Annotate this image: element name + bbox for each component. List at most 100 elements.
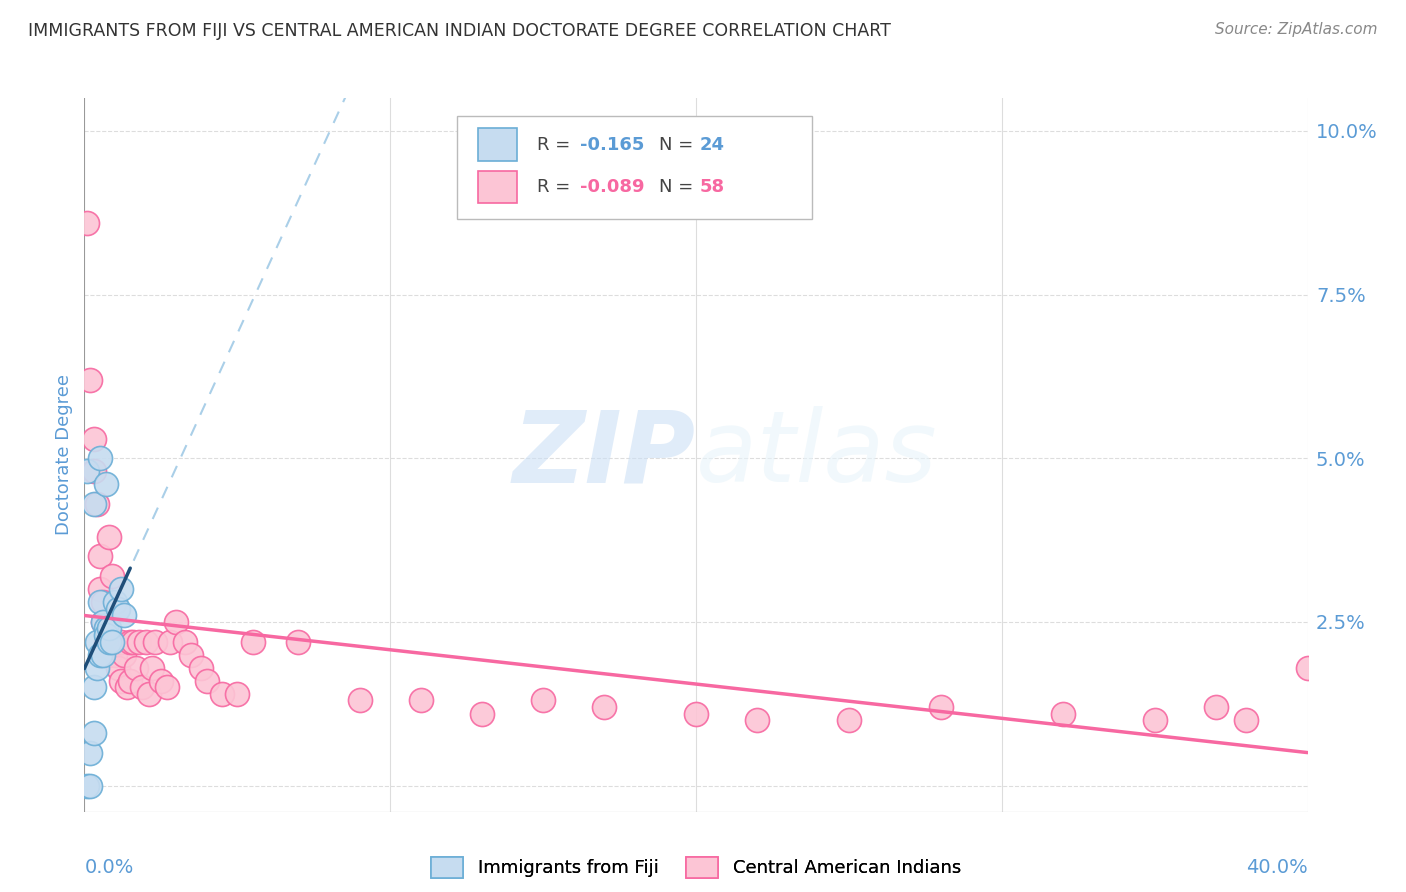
Point xyxy=(138,687,160,701)
Point xyxy=(91,595,114,609)
Point xyxy=(86,661,108,675)
Point xyxy=(89,648,111,662)
Text: R =: R = xyxy=(537,136,576,153)
Text: N =: N = xyxy=(659,136,699,153)
Point xyxy=(76,215,98,229)
Point xyxy=(593,700,616,714)
Point xyxy=(838,713,860,727)
Point xyxy=(125,661,148,675)
Point xyxy=(83,464,105,478)
Text: -0.089: -0.089 xyxy=(579,178,644,196)
Point xyxy=(471,706,494,721)
Point xyxy=(1052,706,1074,721)
Point xyxy=(128,634,150,648)
Point xyxy=(94,634,117,648)
Point xyxy=(135,634,157,648)
Point xyxy=(226,687,249,701)
Point xyxy=(190,661,212,675)
Point xyxy=(94,628,117,642)
Point xyxy=(101,634,124,648)
Point xyxy=(211,687,233,701)
Point xyxy=(1205,700,1227,714)
Point xyxy=(89,582,111,596)
Point xyxy=(1236,713,1258,727)
Point xyxy=(929,700,952,714)
Text: 24: 24 xyxy=(700,136,724,153)
Point xyxy=(97,530,120,544)
Point xyxy=(242,634,264,648)
Point xyxy=(409,693,432,707)
Point xyxy=(101,634,124,648)
Text: N =: N = xyxy=(659,178,699,196)
Point xyxy=(91,615,114,629)
Point xyxy=(89,549,111,564)
Point xyxy=(83,681,105,695)
Point xyxy=(143,634,166,648)
Point xyxy=(89,595,111,609)
Point xyxy=(91,648,114,662)
Point xyxy=(110,634,132,648)
Point xyxy=(79,779,101,793)
Point xyxy=(76,464,98,478)
Point xyxy=(83,497,105,511)
Point xyxy=(112,648,135,662)
Point xyxy=(89,451,111,466)
Point xyxy=(685,706,707,721)
Point xyxy=(91,615,114,629)
Text: ZIP: ZIP xyxy=(513,407,696,503)
Point xyxy=(97,648,120,662)
Text: atlas: atlas xyxy=(696,407,938,503)
Point xyxy=(165,615,187,629)
Point xyxy=(531,693,554,707)
Text: 0.0%: 0.0% xyxy=(84,857,134,877)
Point xyxy=(349,693,371,707)
Point xyxy=(97,621,120,635)
Point xyxy=(94,621,117,635)
Text: Source: ZipAtlas.com: Source: ZipAtlas.com xyxy=(1215,22,1378,37)
Text: IMMIGRANTS FROM FIJI VS CENTRAL AMERICAN INDIAN DOCTORATE DEGREE CORRELATION CHA: IMMIGRANTS FROM FIJI VS CENTRAL AMERICAN… xyxy=(28,22,891,40)
Point xyxy=(79,746,101,760)
Point xyxy=(159,634,181,648)
Point xyxy=(180,648,202,662)
Point xyxy=(94,621,117,635)
Point xyxy=(110,582,132,596)
Point xyxy=(97,634,120,648)
Point xyxy=(122,634,145,648)
Point xyxy=(1296,661,1319,675)
Text: -0.165: -0.165 xyxy=(579,136,644,153)
Point xyxy=(174,634,197,648)
Text: 58: 58 xyxy=(700,178,724,196)
Point xyxy=(149,673,172,688)
Text: R =: R = xyxy=(537,178,576,196)
Point xyxy=(79,373,101,387)
Point xyxy=(104,595,127,609)
Point xyxy=(101,569,124,583)
Point xyxy=(104,634,127,648)
Point xyxy=(110,673,132,688)
Point xyxy=(287,634,309,648)
Point xyxy=(86,497,108,511)
FancyBboxPatch shape xyxy=(478,128,517,161)
Point xyxy=(112,608,135,623)
Point xyxy=(107,601,129,615)
Point xyxy=(83,432,105,446)
FancyBboxPatch shape xyxy=(457,116,813,219)
Point xyxy=(83,726,105,740)
Point xyxy=(747,713,769,727)
Legend: Immigrants from Fiji, Central American Indians: Immigrants from Fiji, Central American I… xyxy=(423,849,969,885)
Point xyxy=(131,681,153,695)
FancyBboxPatch shape xyxy=(478,171,517,203)
Point xyxy=(195,673,218,688)
Y-axis label: Doctorate Degree: Doctorate Degree xyxy=(55,375,73,535)
Point xyxy=(120,634,142,648)
Point xyxy=(115,681,138,695)
Point xyxy=(1143,713,1166,727)
Point xyxy=(120,673,142,688)
Point xyxy=(107,661,129,675)
Point xyxy=(104,648,127,662)
Point xyxy=(94,477,117,491)
Text: 40.0%: 40.0% xyxy=(1246,857,1308,877)
Point xyxy=(156,681,179,695)
Point xyxy=(76,779,98,793)
Point xyxy=(141,661,163,675)
